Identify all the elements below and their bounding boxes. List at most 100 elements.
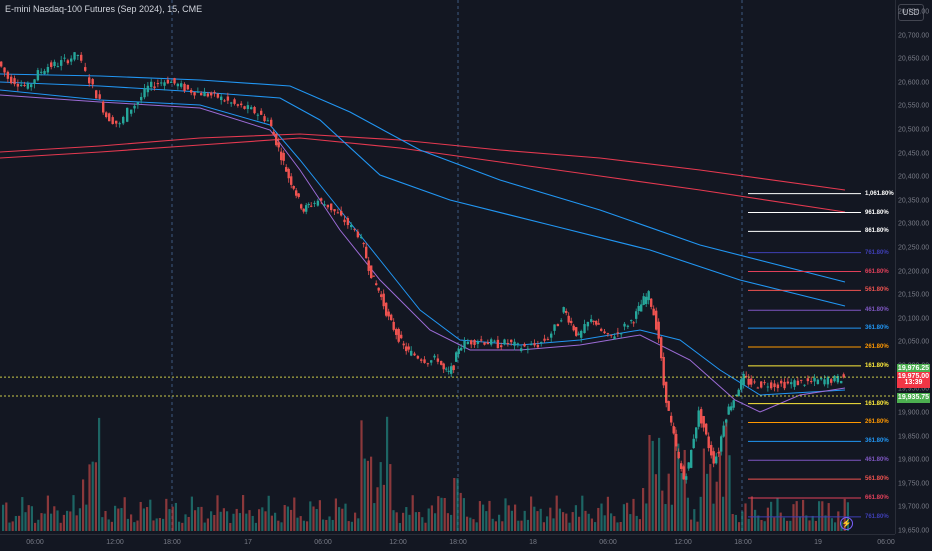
candle — [725, 419, 728, 423]
volume-bar — [718, 450, 721, 531]
candle — [745, 375, 748, 378]
volume-bar — [37, 519, 40, 531]
volume-bar — [677, 443, 680, 531]
candle — [436, 358, 440, 362]
candle — [36, 70, 40, 81]
volume-bar — [376, 487, 379, 531]
candle — [562, 307, 565, 313]
candle — [372, 275, 375, 277]
volume-bar — [696, 521, 699, 531]
price-tick: 20,400.00 — [898, 173, 930, 181]
candle — [810, 381, 813, 383]
candle — [253, 106, 256, 114]
price-axis[interactable]: 20,750.00 20,700.00 20,650.00 20,600.00 20,5… — [895, 0, 932, 535]
fib-label: 261.80% — [865, 419, 889, 426]
candle — [455, 352, 458, 362]
volume-bar — [248, 510, 251, 531]
volume-bar — [91, 461, 94, 531]
lightning-icon[interactable]: ⚡ — [840, 517, 853, 530]
volume-bar — [85, 504, 88, 531]
volume-bar — [594, 522, 597, 531]
fib-label: 561.80% — [865, 287, 889, 294]
candle — [457, 348, 460, 354]
volume-bar — [254, 522, 257, 531]
volume-bar — [357, 518, 360, 531]
volume-bar — [514, 504, 517, 531]
candle — [26, 83, 30, 89]
volume-bar — [549, 507, 552, 531]
candle — [806, 378, 810, 382]
price-tick: 19,700.00 — [898, 503, 930, 511]
volume-bar — [206, 518, 209, 531]
price-tick: 19,850.00 — [898, 433, 930, 441]
volume-bar — [72, 495, 75, 531]
volume-bar — [654, 474, 657, 531]
candle — [730, 406, 733, 411]
candle — [685, 476, 688, 480]
fib-label: 961.80% — [865, 209, 889, 216]
candle — [400, 334, 403, 339]
candle — [560, 320, 563, 322]
candle — [105, 112, 108, 118]
volume-bar — [821, 501, 824, 531]
candle — [216, 93, 220, 98]
volume-bar — [488, 500, 491, 531]
candle — [353, 228, 356, 230]
volume-bar — [171, 506, 174, 531]
volume-bar — [638, 519, 641, 531]
volume-bar — [69, 511, 72, 531]
volume-bar — [293, 497, 296, 531]
price-tick: 20,300.00 — [898, 220, 930, 228]
candle — [340, 210, 343, 216]
candle — [313, 202, 316, 204]
symbol-title[interactable]: E-mini Nasdaq-100 Futures (Sep 2024), 15… — [5, 4, 203, 14]
candle — [156, 83, 160, 85]
volume-bar — [699, 496, 702, 531]
candle — [790, 382, 793, 385]
volume-bar — [526, 519, 529, 531]
candle — [392, 321, 395, 330]
volume-bar — [302, 520, 305, 531]
candle — [326, 204, 330, 208]
candle — [130, 109, 133, 114]
candle — [470, 340, 473, 345]
fib-label: 461.80% — [865, 457, 889, 464]
volume-bar — [459, 492, 462, 531]
volume-bar — [795, 501, 798, 531]
volume-bar — [616, 522, 619, 531]
volume-bar — [88, 464, 91, 531]
candle — [382, 293, 385, 307]
volume-bar — [107, 519, 110, 531]
candle — [223, 100, 226, 102]
volume-bar — [370, 456, 373, 531]
candle — [111, 117, 114, 125]
volume-bar — [475, 522, 478, 531]
time-label: 12:00 — [106, 539, 124, 546]
candle — [840, 380, 843, 384]
candle — [742, 373, 745, 385]
volume-bar — [197, 507, 200, 531]
candle — [176, 83, 180, 87]
currency-button[interactable]: USD — [898, 4, 924, 21]
candle — [732, 400, 735, 408]
candle — [133, 105, 136, 109]
candle — [163, 82, 166, 86]
volume-bar — [443, 498, 446, 531]
candle — [680, 463, 683, 469]
volume-bar — [267, 495, 270, 531]
volume-bar — [75, 515, 78, 531]
volume-bar — [456, 478, 459, 531]
volume-bar — [146, 507, 149, 531]
price-plot[interactable] — [0, 0, 895, 534]
fib-label: 461.80% — [865, 307, 889, 314]
price-tick: 20,250.00 — [898, 244, 930, 252]
volume-bar — [258, 509, 261, 531]
volume-bar — [683, 449, 686, 531]
price-tick: 20,650.00 — [898, 55, 930, 63]
time-axis[interactable]: 06:00 12:00 18:00 17 06:00 12:00 18:00 18 06:00 1… — [0, 534, 895, 551]
candle — [616, 332, 620, 334]
volume-bar — [155, 518, 158, 531]
candle — [637, 305, 640, 311]
volume-bar — [763, 521, 766, 531]
